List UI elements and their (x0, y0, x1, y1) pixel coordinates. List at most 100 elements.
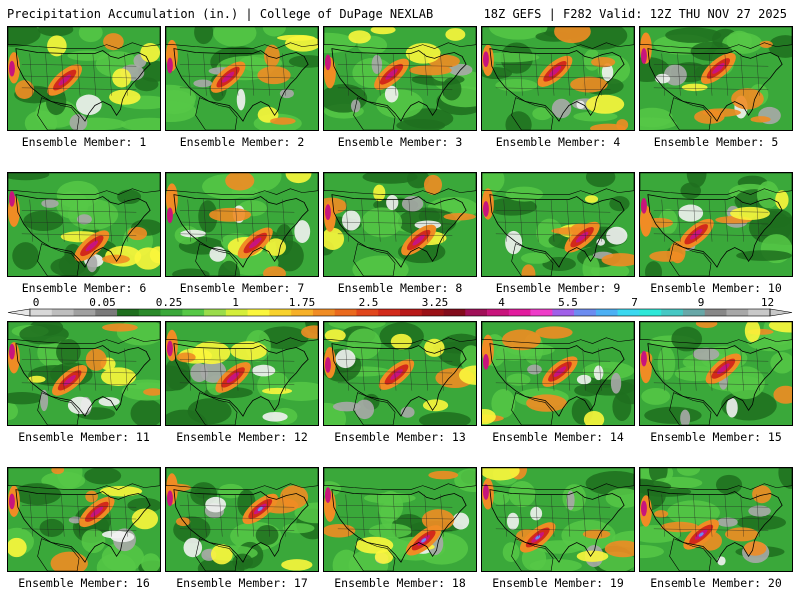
precip-area (396, 118, 446, 130)
precip-area (768, 322, 792, 333)
legend-arrow-right (769, 308, 793, 317)
precip-area (640, 350, 647, 367)
state-line (234, 348, 239, 391)
state-line (495, 75, 611, 79)
ensemble-panel-1[interactable]: Ensemble Member: 1 (7, 26, 161, 170)
precip-area (281, 559, 313, 571)
state-line (337, 370, 453, 374)
border-canada (482, 27, 634, 49)
precip-area (418, 209, 441, 224)
ensemble-panel-13[interactable]: Ensemble Member: 13 (323, 321, 477, 465)
ensemble-panel-15[interactable]: Ensemble Member: 15 (639, 321, 793, 465)
state-line (21, 359, 137, 362)
border-canada (324, 322, 476, 344)
precip-area (230, 341, 268, 361)
ensemble-panel-6[interactable]: Ensemble Member: 6 (7, 172, 161, 316)
precip-area (352, 255, 409, 276)
legend-tick-label: 4 (498, 296, 505, 309)
state-line (582, 199, 586, 242)
border-mexico (511, 243, 554, 276)
precip-area (149, 246, 160, 264)
ensemble-panel-14[interactable]: Ensemble Member: 14 (481, 321, 635, 465)
dry-area (41, 199, 59, 208)
precip-area (8, 27, 41, 47)
precip-area (348, 30, 371, 44)
state-line (337, 87, 453, 90)
dry-area (551, 98, 572, 119)
precip-area (482, 353, 489, 370)
state-line (740, 348, 744, 391)
dry-area (506, 512, 519, 530)
legend-tick-label: 7 (631, 296, 638, 309)
state-line (724, 53, 729, 96)
precip-area (262, 27, 286, 37)
state-line (337, 505, 453, 508)
state-line (495, 221, 611, 225)
state-line (76, 199, 81, 242)
precip-area (8, 343, 15, 360)
legend-swatch (269, 309, 292, 316)
precip-area (213, 27, 257, 47)
precip-area (585, 173, 616, 188)
ensemble-panel-18[interactable]: Ensemble Member: 18 (323, 467, 477, 611)
ensemble-panel-10[interactable]: Ensemble Member: 10 (639, 172, 793, 316)
precip-area (654, 510, 669, 518)
ensemble-panel-2[interactable]: Ensemble Member: 2 (165, 26, 319, 170)
state-line (440, 199, 444, 242)
ensemble-panel-4[interactable]: Ensemble Member: 4 (481, 26, 635, 170)
state-line (408, 199, 413, 242)
border-canada (8, 173, 160, 195)
border-mexico (511, 538, 554, 571)
precip-area (8, 392, 44, 405)
state-line (45, 199, 49, 242)
dry-area (341, 210, 361, 231)
border-usa (331, 194, 467, 268)
precip-area (657, 346, 676, 380)
ensemble-panel-3[interactable]: Ensemble Member: 3 (323, 26, 477, 170)
legend-tick-label: 0 (33, 296, 40, 309)
state-line (495, 528, 611, 531)
panel-caption: Ensemble Member: 18 (334, 576, 466, 590)
precip-area (131, 508, 159, 530)
state-line (495, 370, 611, 374)
panel-caption: Ensemble Member: 2 (179, 135, 305, 149)
dry-area (401, 195, 424, 212)
state-line (708, 53, 713, 96)
border-mexico (669, 243, 712, 276)
state-line (503, 494, 507, 537)
precip-area (324, 54, 331, 71)
ensemble-panel-16[interactable]: Ensemble Member: 16 (7, 467, 161, 611)
ensemble-panel-20[interactable]: Ensemble Member: 20 (639, 467, 793, 611)
extreme-precip-core (698, 532, 704, 537)
state-line (337, 64, 453, 67)
ensemble-panel-17[interactable]: Ensemble Member: 17 (165, 467, 319, 611)
precip-map-1 (7, 26, 161, 131)
state-line (756, 494, 760, 537)
ensemble-panel-11[interactable]: Ensemble Member: 11 (7, 321, 161, 465)
ensemble-panel-19[interactable]: Ensemble Member: 19 (481, 467, 635, 611)
ensemble-panel-8[interactable]: Ensemble Member: 8 (323, 172, 477, 316)
precip-area (301, 325, 318, 339)
header: Precipitation Accumulation (in.) | Colle… (0, 0, 800, 26)
precip-area (640, 117, 677, 130)
state-line (187, 53, 191, 96)
state-line (29, 53, 33, 96)
state-line (21, 382, 137, 385)
dry-area (692, 347, 720, 361)
ensemble-panel-5[interactable]: Ensemble Member: 5 (639, 26, 793, 170)
precip-area (743, 541, 767, 556)
ensemble-panel-7[interactable]: Ensemble Member: 7 (165, 172, 319, 316)
legend-swatch (487, 309, 510, 316)
state-line (661, 348, 665, 391)
state-line (179, 64, 295, 67)
precip-map-3 (323, 26, 477, 131)
state-line (661, 53, 665, 96)
precip-area (491, 389, 516, 419)
legend-swatch (247, 309, 270, 316)
border-usa (15, 194, 151, 268)
legend-swatch (334, 309, 357, 316)
ensemble-panel-9[interactable]: Ensemble Member: 9 (481, 172, 635, 316)
ensemble-panel-12[interactable]: Ensemble Member: 12 (165, 321, 319, 465)
state-line (187, 494, 191, 537)
precip-area (591, 56, 616, 68)
